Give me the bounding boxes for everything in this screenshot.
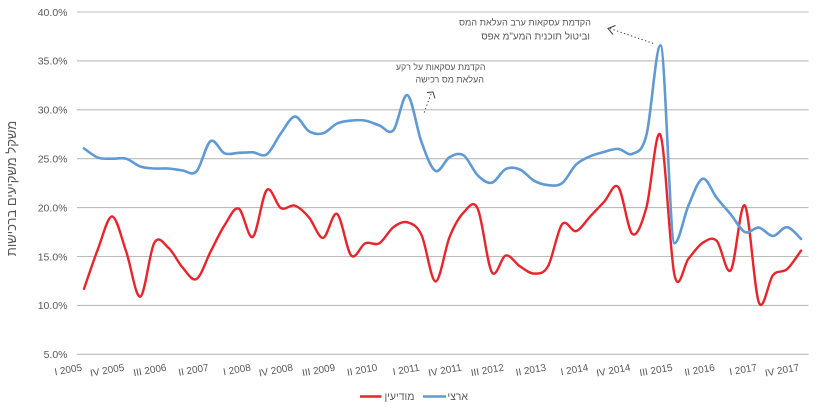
svg-text:25.0%: 25.0% bbox=[38, 154, 68, 166]
svg-text:35.0%: 35.0% bbox=[38, 56, 68, 68]
svg-text:הקדמת עסקאות ערב העלאת המס: הקדמת עסקאות ערב העלאת המס bbox=[459, 18, 591, 28]
svg-text:הקדמת עסקאות על רקע: הקדמת עסקאות על רקע bbox=[396, 62, 486, 72]
svg-text:II 2013: II 2013 bbox=[515, 363, 547, 379]
svg-text:העלאת מס רכישה: העלאת מס רכישה bbox=[415, 75, 484, 85]
svg-text:II 2007: II 2007 bbox=[178, 363, 210, 379]
svg-text:I 2017: I 2017 bbox=[729, 363, 759, 379]
svg-text:15.0%: 15.0% bbox=[38, 251, 68, 263]
svg-text:משקל משקיעים ברכישות: משקל משקיעים ברכישות bbox=[4, 121, 19, 256]
svg-text:30.0%: 30.0% bbox=[38, 105, 68, 117]
svg-text:20.0%: 20.0% bbox=[38, 202, 68, 214]
svg-text:I 2011: I 2011 bbox=[392, 363, 421, 379]
svg-text:ארצי: ארצי bbox=[447, 391, 468, 403]
svg-text:מודיעין: מודיעין bbox=[384, 391, 414, 403]
svg-text:10.0%: 10.0% bbox=[38, 300, 68, 312]
svg-text:I 2008: I 2008 bbox=[222, 363, 252, 379]
svg-text:II 2016: II 2016 bbox=[684, 363, 716, 379]
svg-text:40.0%: 40.0% bbox=[38, 7, 68, 19]
svg-text:I 2005: I 2005 bbox=[54, 363, 84, 379]
svg-text:5.0%: 5.0% bbox=[44, 349, 68, 361]
svg-text:I 2014: I 2014 bbox=[560, 363, 590, 379]
svg-text:וביטול תוכנית המע"מ אפס: וביטול תוכנית המע"מ אפס bbox=[481, 31, 590, 43]
svg-text:II 2010: II 2010 bbox=[346, 363, 378, 379]
